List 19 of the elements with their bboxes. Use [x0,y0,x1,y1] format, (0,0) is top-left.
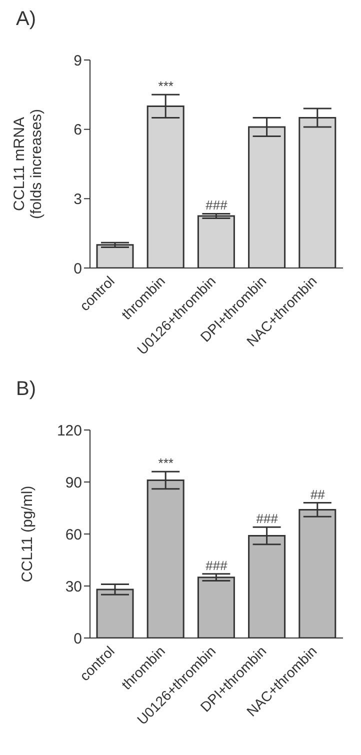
y-tick-label: 3 [74,190,82,208]
annotation: *** [158,78,174,94]
annotation: ## [310,486,326,502]
y-tick-label: 9 [74,52,82,70]
chart-title: B) [16,378,37,402]
y-tick-label: 120 [56,422,82,440]
y-tick-label: 30 [65,578,82,596]
annotation: ### [256,511,279,526]
annotation: ### [206,198,228,213]
y-axis-title: CCL11 mRNA (folds increases) [11,108,45,220]
y-tick-label: 0 [74,260,82,278]
y-tick-label: 0 [74,630,82,648]
y-tick-label: 6 [74,122,82,139]
annotation: *** [158,456,174,471]
annotation: ### [206,558,228,573]
y-tick-label: 60 [65,526,82,544]
chart-title: A) [16,8,37,32]
y-tick-label: 90 [65,474,82,492]
y-axis-title: CCL11 (pg/ml) [19,486,36,582]
